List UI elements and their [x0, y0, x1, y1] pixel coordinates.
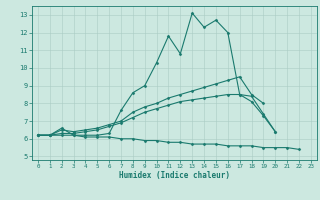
- X-axis label: Humidex (Indice chaleur): Humidex (Indice chaleur): [119, 171, 230, 180]
